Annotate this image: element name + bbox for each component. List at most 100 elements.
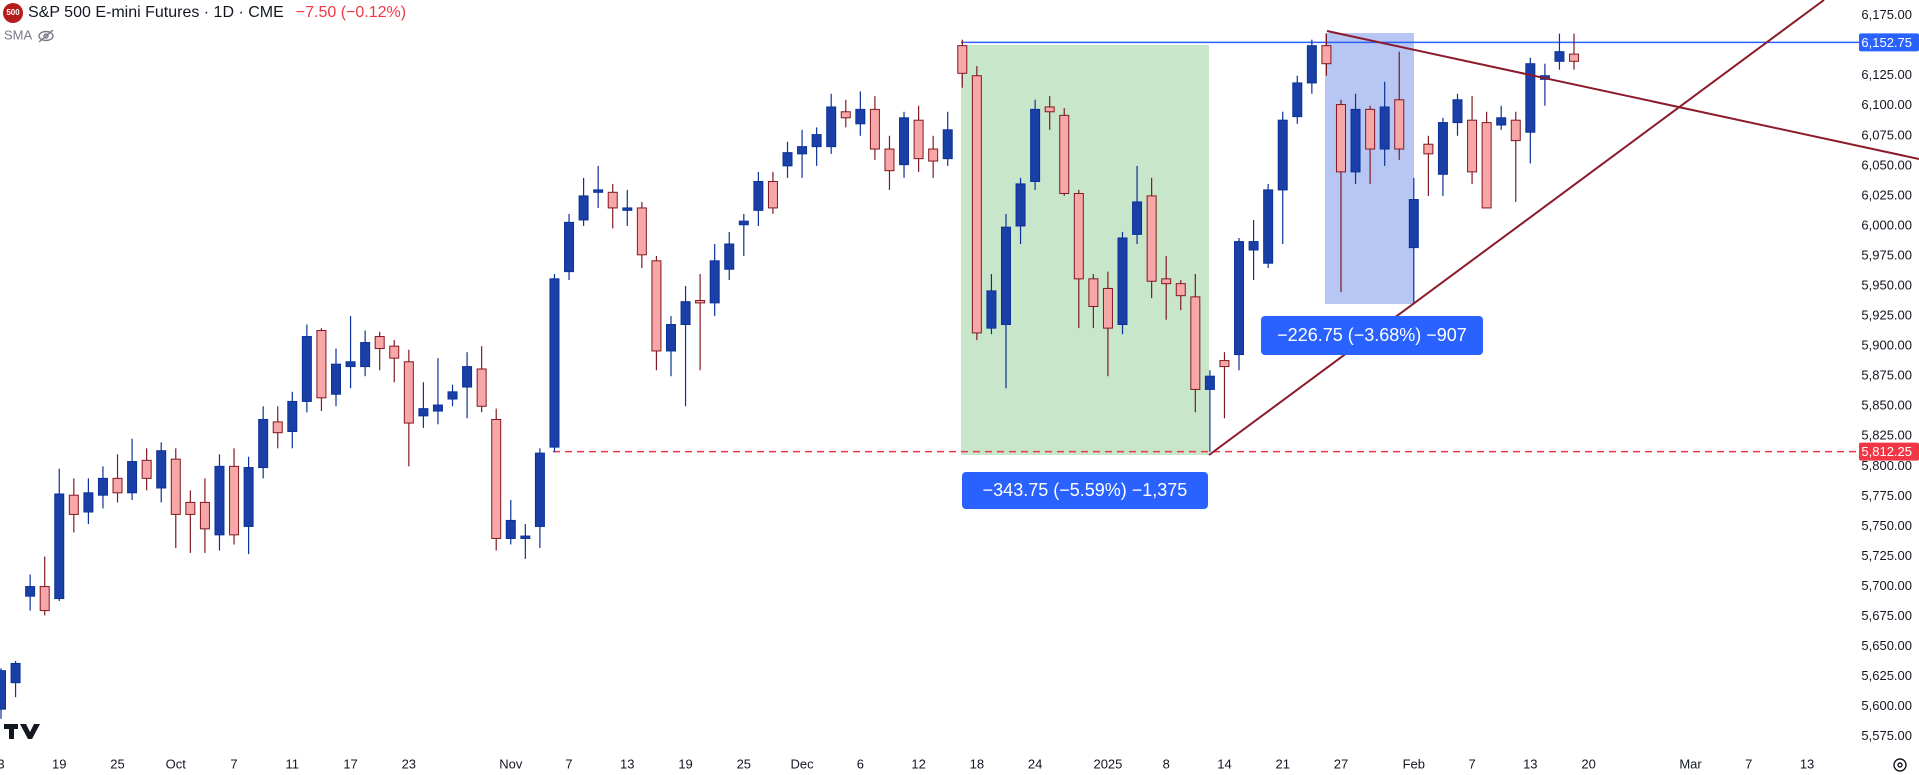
candle-body — [243, 467, 254, 527]
x-tick-label: 2025 — [1093, 756, 1122, 771]
candle-body — [476, 368, 487, 407]
candle-body — [1569, 53, 1580, 62]
candle-body — [986, 290, 997, 329]
candle-body — [287, 400, 298, 432]
candle-body — [1204, 375, 1215, 390]
x-tick-label: 8 — [1163, 756, 1170, 771]
range-shade-green — [961, 45, 1209, 455]
price-label: 5,812.25 — [1861, 444, 1912, 459]
candle-body — [272, 421, 283, 434]
candle-body — [258, 418, 269, 469]
candle-body — [899, 117, 910, 166]
x-tick-label: Mar — [1679, 756, 1702, 771]
x-tick-label: 13 — [1800, 756, 1814, 771]
candle-body — [462, 366, 473, 388]
candle-body — [1219, 360, 1230, 368]
logo — [3, 3, 23, 23]
candle-body — [345, 361, 356, 368]
chart-title: S&P 500 E-mini Futures · 1D · CME — [28, 4, 284, 21]
candle-body — [709, 260, 720, 304]
candle-body — [316, 330, 327, 399]
candle-body — [1365, 108, 1376, 150]
x-tick-label: 14 — [1217, 756, 1231, 771]
x-tick-label: 12 — [911, 756, 925, 771]
candle-body — [1146, 195, 1157, 282]
x-tick-label: 13 — [1523, 756, 1537, 771]
candle-body — [1379, 106, 1390, 150]
candle-body — [1102, 287, 1113, 329]
annotation-box — [962, 472, 1208, 509]
candle-body — [330, 363, 341, 395]
y-tick-label: 5,725.00 — [1861, 548, 1912, 563]
x-tick-label: 7 — [230, 756, 237, 771]
candle-body — [855, 108, 866, 125]
candle-body — [1510, 119, 1521, 142]
candle-body — [1423, 143, 1434, 155]
candle-body — [622, 207, 633, 211]
annotation: −343.75 (−5.59%) −1,375 — [983, 480, 1188, 500]
candle-body — [83, 492, 94, 513]
background-layer — [553, 33, 1859, 455]
x-tick-label: 21 — [1275, 756, 1289, 771]
candle-body — [214, 465, 225, 536]
candle-body — [1000, 226, 1011, 326]
y-tick-label: 5,675.00 — [1861, 608, 1912, 623]
candle-body — [1117, 237, 1128, 326]
candle-body — [1015, 183, 1026, 227]
candle-body — [1234, 241, 1245, 356]
x-tick-label: 7 — [565, 756, 572, 771]
candle-body — [869, 108, 880, 150]
x-tick-label: 18 — [970, 756, 984, 771]
candle-body — [840, 111, 851, 119]
marks-layer — [0, 33, 1580, 719]
candle-body — [170, 458, 181, 515]
x-tick-label: 20 — [1581, 756, 1595, 771]
candle-body — [112, 477, 123, 494]
candle-body — [753, 180, 764, 211]
candle-body — [491, 418, 502, 539]
candle-body — [1088, 278, 1099, 307]
y-tick-label: 5,825.00 — [1861, 428, 1912, 443]
y-tick-label: 5,600.00 — [1861, 698, 1912, 713]
candle-body — [1059, 114, 1070, 195]
y-tick-label: 5,975.00 — [1861, 247, 1912, 262]
candle-body — [971, 75, 982, 334]
visibility-icon[interactable] — [38, 29, 54, 43]
candle-body — [797, 146, 808, 155]
x-tick-label: Feb — [1403, 756, 1425, 771]
candle-body — [185, 501, 196, 515]
candle-body — [505, 519, 516, 539]
y-tick-label: 5,575.00 — [1861, 728, 1912, 743]
x-tick-label: 17 — [343, 756, 357, 771]
candle-body — [520, 535, 531, 539]
candle-body — [1554, 51, 1565, 62]
settings-icon[interactable] — [1893, 758, 1907, 772]
candle-body — [403, 361, 414, 424]
candle-body — [418, 408, 429, 417]
y-tick-label: 5,750.00 — [1861, 518, 1912, 533]
candle-body — [957, 45, 968, 74]
y-tick-label: 5,700.00 — [1861, 578, 1912, 593]
candle-body — [913, 119, 924, 160]
candle-body — [54, 493, 65, 600]
candle-body — [1394, 99, 1405, 150]
candle-body — [1525, 63, 1536, 133]
candle-body — [156, 450, 167, 489]
candle-body — [928, 148, 939, 162]
y-tick-label: 5,950.00 — [1861, 277, 1912, 292]
candle-body — [1175, 283, 1186, 297]
candle-body — [549, 278, 560, 448]
x-tick-label: 11 — [286, 756, 300, 771]
price-label: 6,152.75 — [1861, 35, 1912, 50]
candle-body — [1190, 296, 1201, 390]
trend-line — [1326, 30, 1919, 160]
y-tick-label: 5,900.00 — [1861, 338, 1912, 353]
candle-body — [389, 345, 400, 359]
candle-body — [1481, 122, 1492, 209]
candle-body — [10, 662, 21, 684]
y-tick-label: 5,925.00 — [1861, 308, 1912, 323]
x-tick-label: 24 — [1028, 756, 1042, 771]
candle-body — [665, 324, 676, 352]
candle-body — [141, 459, 152, 479]
x-tick-label: 7 — [1468, 756, 1475, 771]
